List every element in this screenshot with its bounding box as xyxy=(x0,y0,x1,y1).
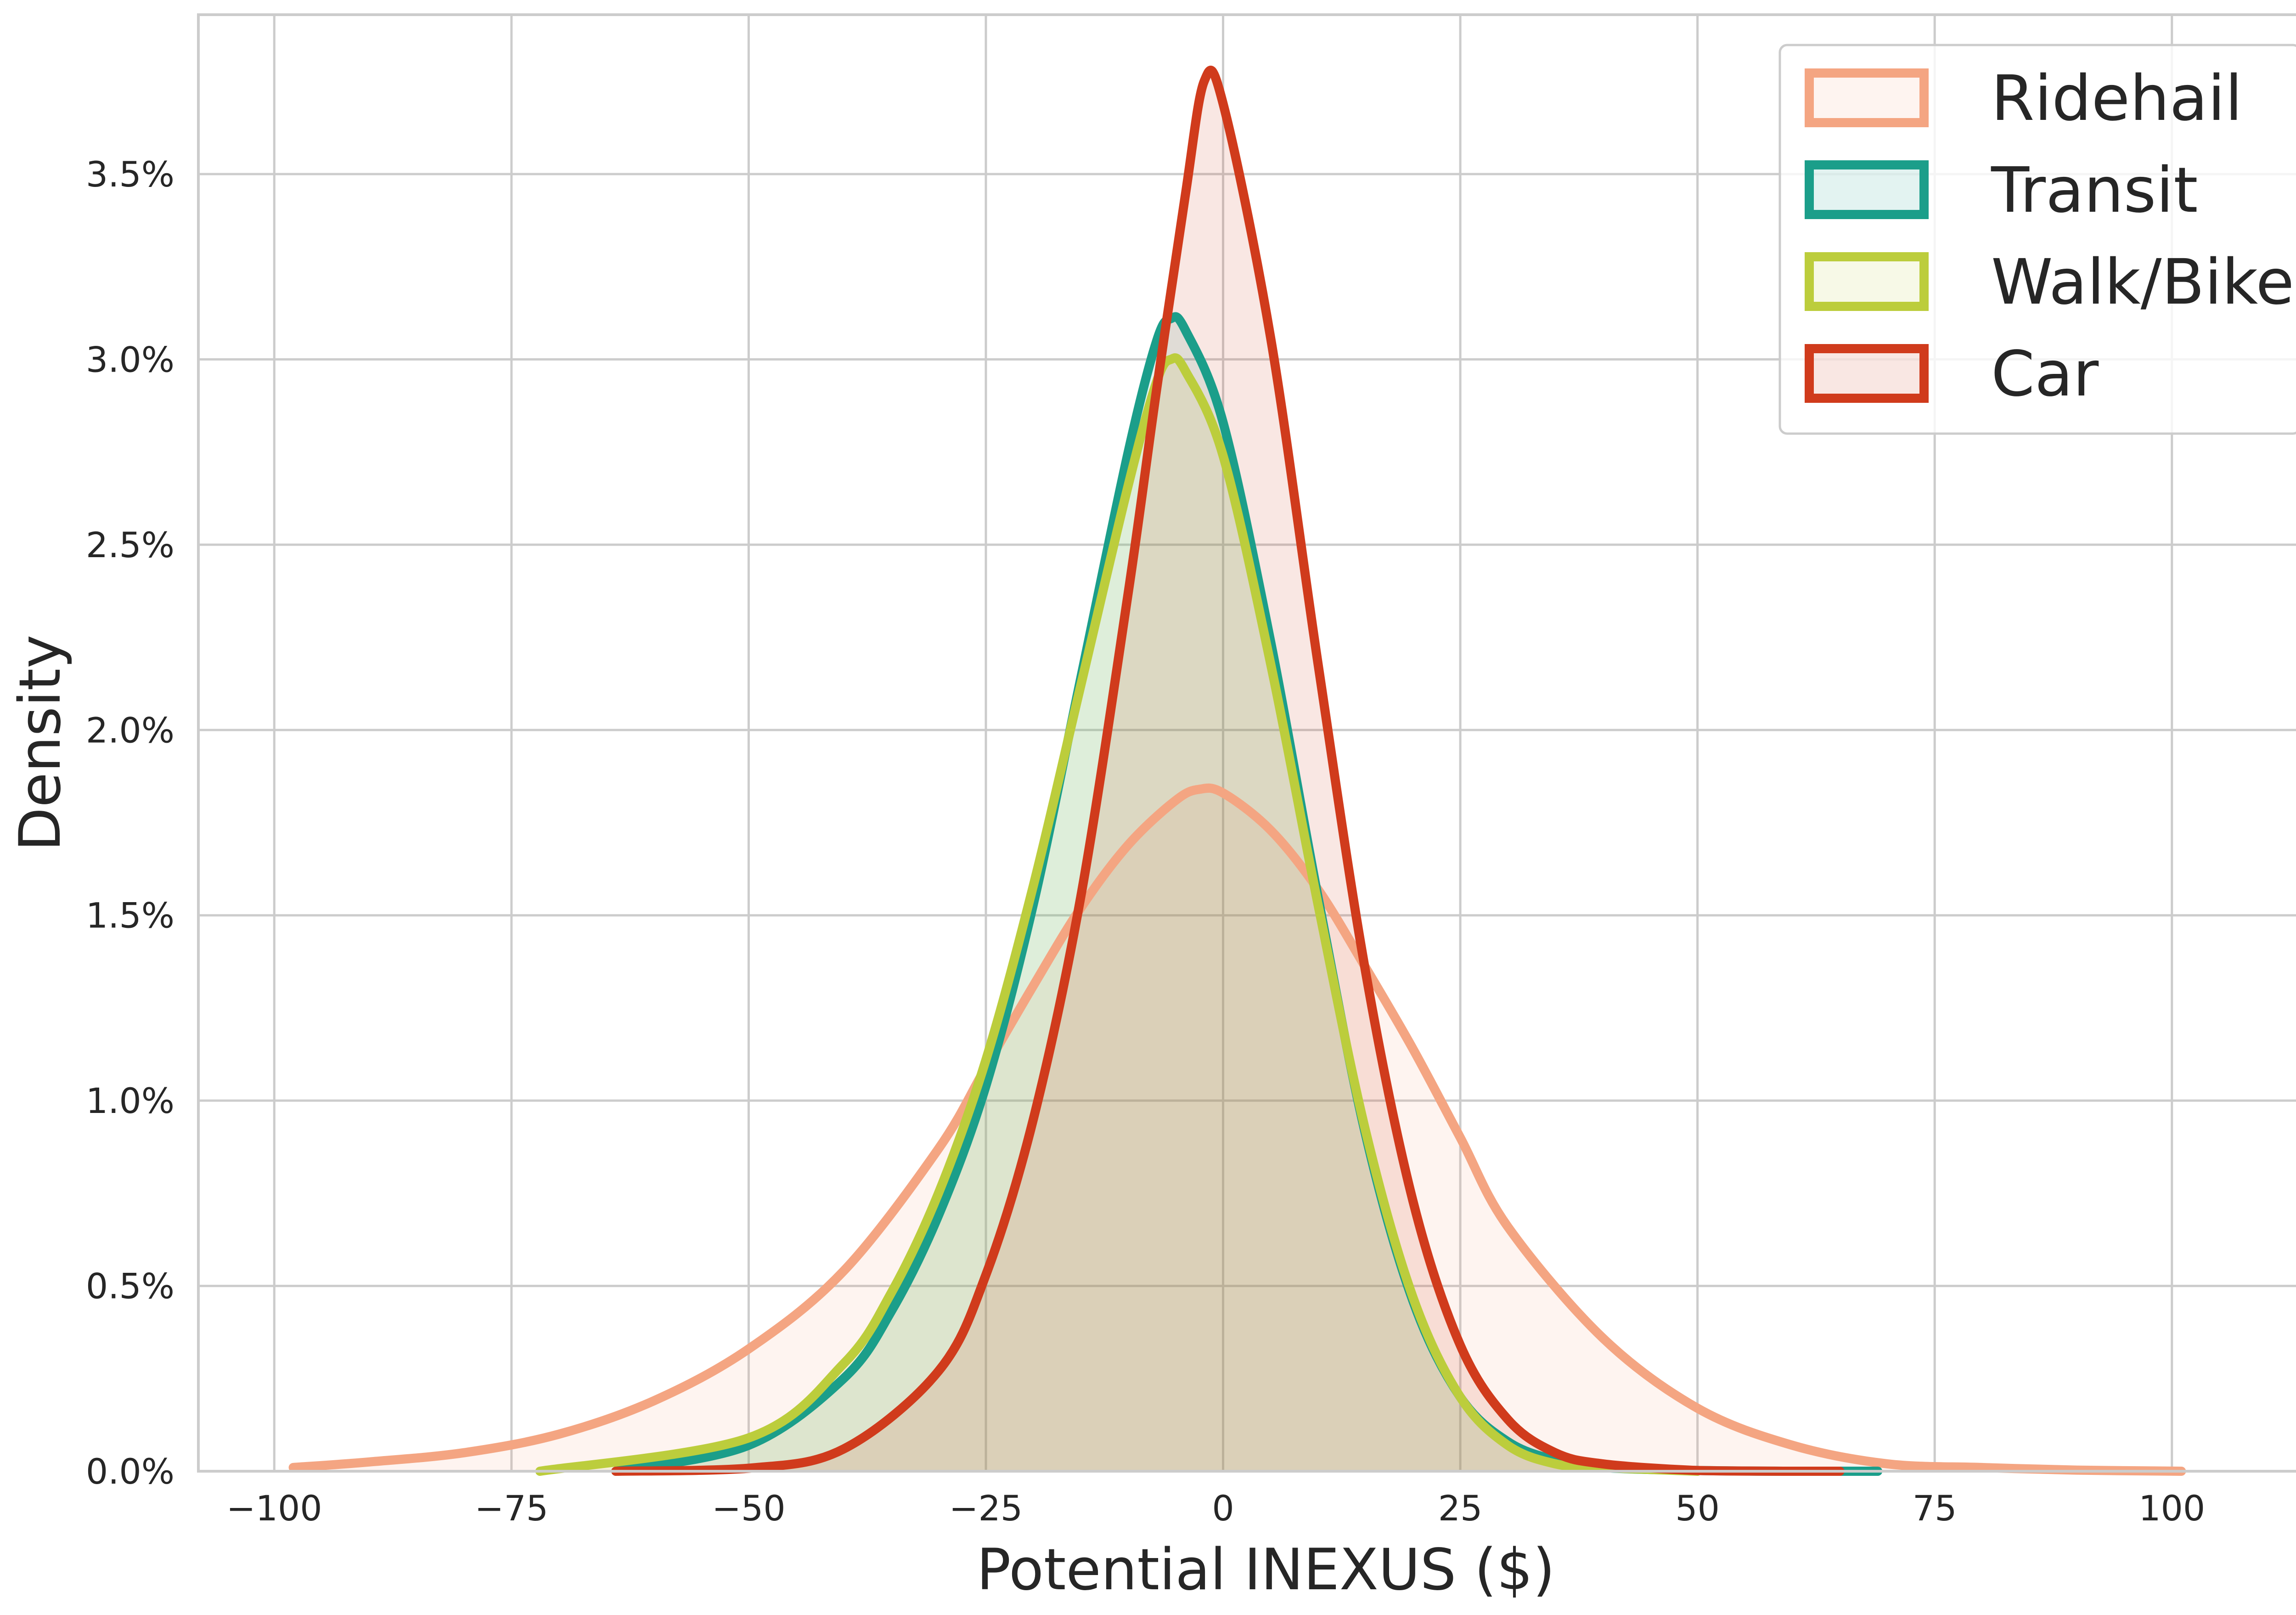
x-tick-label: −25 xyxy=(949,1488,1023,1529)
x-tick-label: 0 xyxy=(1212,1488,1234,1529)
legend-swatch-car xyxy=(1805,344,1929,403)
x-tick-label: −50 xyxy=(712,1488,785,1529)
y-tick-label: 2.5% xyxy=(86,525,174,565)
x-tick-label: 50 xyxy=(1675,1488,1720,1529)
x-tick-label: 25 xyxy=(1438,1488,1483,1529)
y-axis-label: Density xyxy=(7,635,73,851)
y-tick-label: 3.0% xyxy=(86,339,174,380)
x-tick-label: −75 xyxy=(475,1488,548,1529)
series-fill-ridehail xyxy=(293,788,2182,1471)
series-line-car xyxy=(611,65,1845,1476)
legend-box xyxy=(1778,44,2296,435)
series-fill-walk-bike xyxy=(540,358,1698,1471)
series-line-ridehail xyxy=(288,783,2186,1476)
y-tick-label: 1.0% xyxy=(86,1080,174,1121)
y-tick-label: 0.5% xyxy=(86,1266,174,1307)
series-fills xyxy=(293,70,2182,1472)
series-fill-car xyxy=(616,70,1840,1472)
legend: Ridehail Transit Walk/Bike Car xyxy=(1778,44,2296,435)
legend-label-walk-bike: Walk/Bike xyxy=(1991,246,2294,319)
legend-swatch-ridehail xyxy=(1805,68,1929,127)
series-lines xyxy=(288,65,2186,1476)
x-tick-label: 75 xyxy=(1913,1488,1957,1529)
plot-frame xyxy=(197,13,2296,1473)
legend-label-car: Car xyxy=(1991,338,2099,411)
legend-swatch-walk-bike xyxy=(1805,252,1929,311)
x-tick-label: −100 xyxy=(226,1488,322,1529)
series-fill-transit xyxy=(616,316,1878,1471)
legend-label-ridehail: Ridehail xyxy=(1991,62,2242,135)
y-tick-label: 0.0% xyxy=(86,1451,174,1492)
legend-swatch-transit xyxy=(1805,160,1929,219)
x-axis-label: Potential INEXUS ($) xyxy=(977,1537,1555,1603)
y-tick-label: 3.5% xyxy=(86,154,174,195)
y-tick-label: 2.0% xyxy=(86,710,174,751)
y-tick-label: 1.5% xyxy=(86,895,174,936)
legend-label-transit: Transit xyxy=(1991,154,2198,227)
x-tick-label: 100 xyxy=(2138,1488,2205,1529)
tick-labels: −100 −75 −50 −25 0 25 50 75 100 0.0% 0.5% 1.0% 1.5% 2… xyxy=(86,154,2205,1529)
series-line-walk-bike xyxy=(535,353,1702,1476)
